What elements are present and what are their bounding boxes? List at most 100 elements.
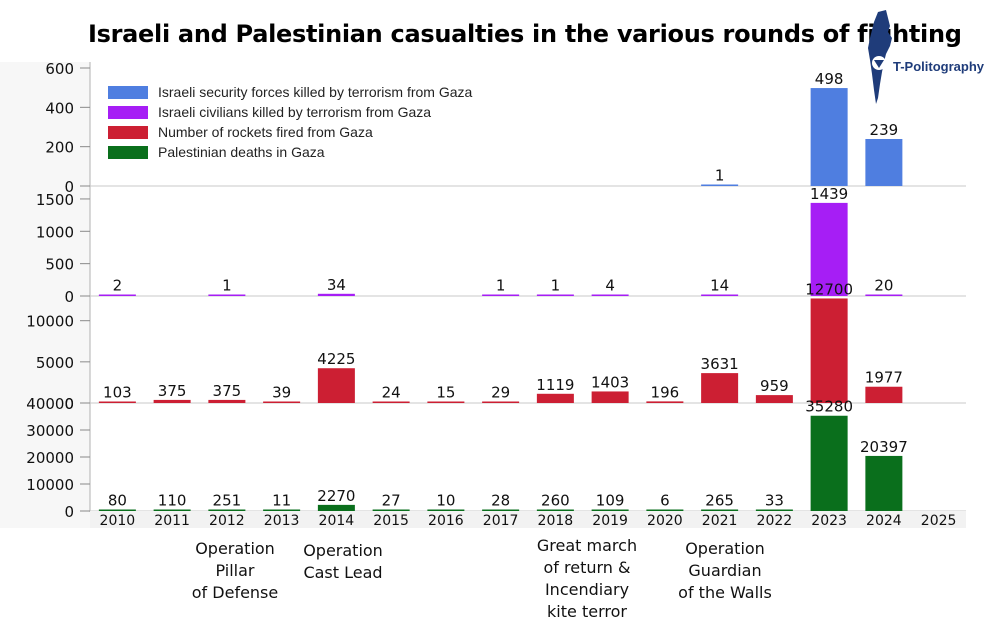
bar xyxy=(153,509,191,511)
y-tick-label: 0 xyxy=(64,395,74,413)
bar xyxy=(591,294,629,296)
data-label: 80 xyxy=(108,492,127,510)
bar xyxy=(98,509,136,511)
data-label: 11 xyxy=(272,492,291,510)
x-tick-label: 2011 xyxy=(154,513,190,529)
legend-label: Israeli civilians killed by terrorism fr… xyxy=(158,104,432,120)
bar xyxy=(372,509,410,511)
x-tick-label: 2014 xyxy=(319,513,355,529)
y-tick-label: 0 xyxy=(64,503,74,521)
bar xyxy=(208,509,246,511)
bar xyxy=(372,401,410,403)
data-label: 375 xyxy=(158,382,187,400)
data-label: 1 xyxy=(551,277,561,295)
chart-title: Israeli and Palestinian casualties in th… xyxy=(88,20,962,48)
israel-map-icon xyxy=(868,10,892,104)
data-label: 103 xyxy=(103,384,132,402)
data-label: 1 xyxy=(496,277,506,295)
y-tick-label: 20000 xyxy=(26,449,74,467)
bar xyxy=(317,368,355,403)
y-tick-label: 30000 xyxy=(26,422,74,440)
y-tick-label: 200 xyxy=(45,139,74,157)
data-label: 39 xyxy=(272,384,291,402)
data-label: 1977 xyxy=(865,369,903,387)
x-tick-label: 2018 xyxy=(538,513,574,529)
bar xyxy=(427,401,465,403)
legend-label: Palestinian deaths in Gaza xyxy=(158,144,325,160)
bar xyxy=(646,401,684,403)
data-label: 6 xyxy=(660,492,670,510)
bar xyxy=(810,202,848,296)
x-tick-label: 2023 xyxy=(811,513,847,529)
data-label: 24 xyxy=(382,384,401,402)
data-label: 110 xyxy=(158,492,187,510)
bar xyxy=(755,509,793,511)
x-tick-label: 2025 xyxy=(921,513,957,529)
bar xyxy=(865,386,903,403)
x-axis-band xyxy=(90,511,966,528)
data-label: 260 xyxy=(541,492,570,510)
x-tick-label: 2020 xyxy=(647,513,683,529)
data-label: 196 xyxy=(651,383,680,401)
data-label: 15 xyxy=(436,384,455,402)
bar xyxy=(646,509,684,511)
data-label: 1439 xyxy=(810,185,848,203)
bar xyxy=(98,401,136,403)
bar xyxy=(153,399,191,403)
y-tick-label: 0 xyxy=(64,178,74,196)
bar xyxy=(755,395,793,403)
brand-logo-text: T-Politography xyxy=(893,59,984,74)
bar xyxy=(865,294,903,296)
data-label: 265 xyxy=(705,492,734,510)
y-tick-label: 1500 xyxy=(36,191,74,209)
bar xyxy=(536,509,574,511)
bar xyxy=(536,393,574,403)
data-label: 2270 xyxy=(317,487,355,505)
y-tick-label: 600 xyxy=(45,60,74,78)
bar xyxy=(701,184,739,186)
data-label: 239 xyxy=(870,121,899,139)
data-label: 34 xyxy=(327,276,346,294)
y-tick-label: 5000 xyxy=(36,354,74,372)
legend-label: Israeli security forces killed by terror… xyxy=(158,84,473,100)
y-tick-label: 40000 xyxy=(26,395,74,413)
bar xyxy=(263,401,301,403)
data-label: 1119 xyxy=(536,376,574,394)
data-label: 4225 xyxy=(317,350,355,368)
bar xyxy=(317,504,355,511)
legend-item: Number of rockets fired from Gaza xyxy=(108,122,472,142)
bar xyxy=(317,293,355,296)
x-tick-label: 2013 xyxy=(264,513,300,529)
x-tick-label: 2017 xyxy=(483,513,519,529)
bar xyxy=(427,509,465,511)
data-label: 959 xyxy=(760,377,789,395)
y-axis-strip xyxy=(0,62,90,528)
x-tick-label: 2010 xyxy=(100,513,136,529)
data-label: 28 xyxy=(491,492,510,510)
legend-swatch xyxy=(108,145,148,159)
legend: Israeli security forces killed by terror… xyxy=(108,82,472,162)
legend-item: Israeli civilians killed by terrorism fr… xyxy=(108,102,472,122)
x-tick-label: 2024 xyxy=(866,513,902,529)
bar xyxy=(810,88,848,186)
data-label: 12700 xyxy=(805,280,853,298)
data-label: 4 xyxy=(605,277,615,295)
annotation-guardian-walls: Operation Guardian of the Walls xyxy=(678,539,772,602)
legend-swatch xyxy=(108,125,148,139)
y-tick-label: 0 xyxy=(64,288,74,306)
legend-item: Palestinian deaths in Gaza xyxy=(108,142,472,162)
data-label: 109 xyxy=(596,492,625,510)
data-label: 27 xyxy=(382,492,401,510)
y-tick-label: 10000 xyxy=(26,476,74,494)
legend-swatch xyxy=(108,85,148,99)
bar xyxy=(591,391,629,403)
legend-label: Number of rockets fired from Gaza xyxy=(158,124,373,140)
data-label: 14 xyxy=(710,277,729,295)
bar xyxy=(591,509,629,511)
x-tick-label: 2015 xyxy=(373,513,409,529)
data-label: 10 xyxy=(436,492,455,510)
data-label: 498 xyxy=(815,70,844,88)
data-label: 1403 xyxy=(591,373,629,391)
x-tick-label: 2012 xyxy=(209,513,245,529)
